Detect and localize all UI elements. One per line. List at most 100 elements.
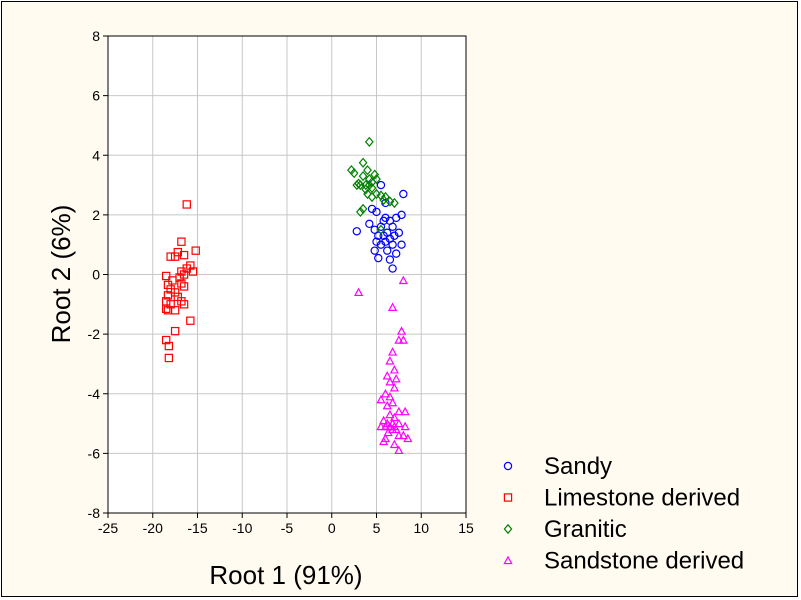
data-point (170, 252, 180, 261)
legend-label: Sandstone derived (544, 548, 744, 575)
x-axis-title: Root 1 (91%) (209, 560, 362, 590)
data-point (389, 439, 400, 449)
y-tick-label: -6 (88, 445, 101, 461)
x-tick-label: -20 (143, 520, 163, 536)
y-tick-label: -8 (88, 505, 101, 521)
data-point (388, 240, 397, 249)
y-tick-label: -2 (88, 326, 101, 342)
data-point (358, 157, 368, 168)
data-point (161, 304, 171, 313)
data-point (376, 394, 386, 404)
data-point (385, 356, 395, 365)
data-point (355, 179, 365, 191)
data-point (372, 188, 381, 200)
data-point (367, 191, 377, 203)
data-point (161, 335, 171, 345)
data-point (379, 415, 389, 425)
data-point (177, 279, 186, 288)
data-point (188, 267, 198, 276)
data-point (385, 255, 395, 264)
data-point (355, 206, 365, 218)
data-point (170, 326, 180, 336)
data-point (353, 287, 364, 297)
data-point (388, 397, 398, 407)
y-tick-label: 4 (92, 147, 100, 163)
data-point (398, 430, 408, 440)
legend-marker (503, 555, 513, 565)
data-points (161, 136, 413, 455)
data-point (376, 421, 386, 431)
data-point (365, 219, 374, 229)
data-point (370, 246, 379, 255)
x-tick-label: 10 (413, 520, 429, 536)
data-point (166, 252, 175, 261)
data-point (394, 445, 404, 455)
y-tick-label: -4 (88, 386, 101, 402)
data-point (358, 170, 368, 182)
data-point (161, 271, 171, 281)
data-point (400, 421, 410, 431)
data-point (352, 179, 362, 191)
data-point (388, 302, 398, 311)
data-point (372, 207, 381, 217)
data-point (364, 136, 374, 147)
data-point (363, 188, 372, 200)
series-sandy (352, 180, 408, 273)
data-point (361, 184, 371, 195)
data-point (388, 347, 398, 356)
y-tick-label: 8 (92, 28, 100, 44)
data-point (182, 200, 191, 209)
y-axis-title: Root 2 (6%) (46, 205, 76, 344)
data-point (168, 276, 177, 285)
data-point (391, 249, 401, 258)
data-point (383, 246, 392, 255)
data-point (191, 246, 200, 255)
data-point (363, 165, 372, 176)
data-point (389, 412, 400, 422)
data-point (389, 365, 400, 374)
data-point (385, 421, 395, 431)
data-point (349, 168, 359, 179)
data-point (170, 306, 180, 315)
data-point (380, 388, 391, 398)
x-tick-label: 0 (328, 520, 336, 536)
data-point (179, 300, 189, 309)
y-tick-label: 6 (92, 88, 100, 104)
data-point (380, 421, 391, 431)
data-point (179, 270, 189, 279)
data-point (173, 247, 183, 257)
data-point (372, 173, 381, 185)
data-point (374, 231, 383, 240)
data-point (376, 224, 386, 235)
data-point (399, 189, 408, 199)
data-point (164, 353, 174, 363)
data-point (394, 418, 404, 428)
legend-marker (503, 523, 513, 535)
series-limestone-derived (161, 200, 200, 363)
legend-marker (503, 493, 513, 502)
data-point (385, 391, 395, 401)
data-point (396, 326, 407, 335)
data-point (383, 427, 393, 437)
data-point (403, 433, 413, 443)
data-point (163, 291, 173, 300)
data-point (370, 225, 379, 234)
data-point (389, 382, 400, 392)
data-point (388, 222, 397, 231)
x-tick-label: -10 (232, 520, 252, 536)
data-point (376, 240, 386, 249)
data-point (397, 240, 406, 249)
y-tick-label: 0 (92, 267, 100, 283)
data-point (164, 341, 174, 351)
data-point (398, 275, 408, 285)
data-point (179, 250, 189, 260)
data-point (400, 406, 410, 416)
data-point (394, 335, 404, 344)
data-point (382, 400, 392, 410)
legend: Sandy Limestone derived Granitic Sandstone … (503, 453, 744, 575)
legend-label: Sandy (544, 453, 612, 480)
data-point (379, 436, 389, 446)
data-point (177, 297, 186, 306)
data-point (391, 424, 401, 434)
